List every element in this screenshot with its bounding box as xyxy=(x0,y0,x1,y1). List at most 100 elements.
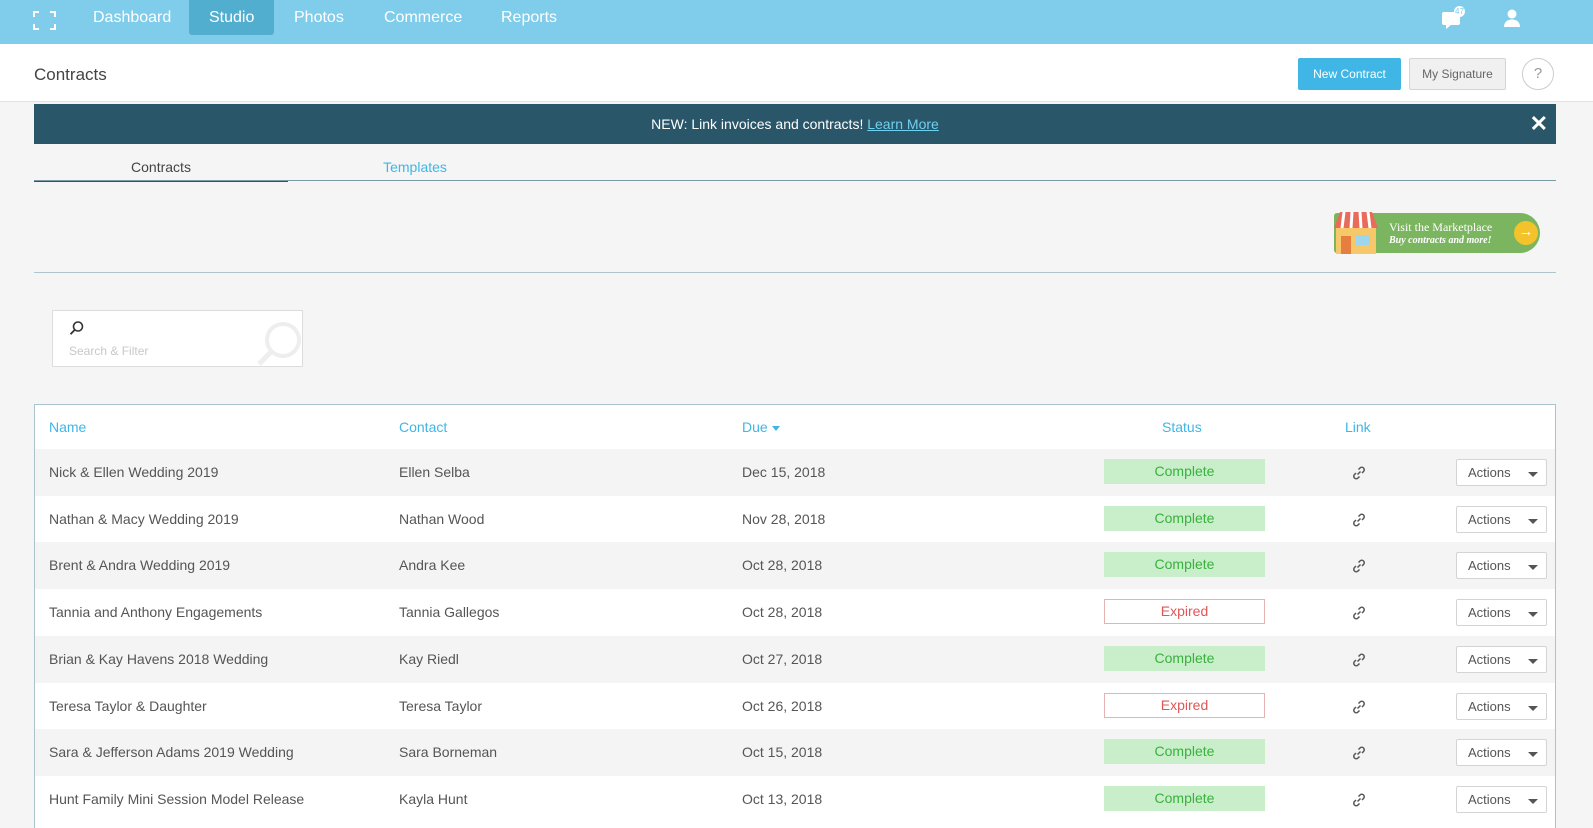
caret-down-icon xyxy=(1528,658,1538,664)
tab-contracts[interactable]: Contracts xyxy=(34,154,288,182)
due-date: Dec 15, 2018 xyxy=(742,464,826,480)
column-header-link[interactable]: Link xyxy=(1345,419,1371,435)
new-contract-button[interactable]: New Contract xyxy=(1298,58,1401,90)
contract-name[interactable]: Tannia and Anthony Engagements xyxy=(49,604,263,621)
top-navigation: Dashboard Studio Photos Commerce Reports… xyxy=(0,0,1593,44)
caret-down-icon xyxy=(1528,565,1538,571)
nav-reports[interactable]: Reports xyxy=(501,9,558,26)
section-divider xyxy=(34,272,1556,273)
status-badge: Complete xyxy=(1104,785,1265,811)
arrow-right-icon[interactable]: → xyxy=(1514,221,1538,245)
my-signature-button[interactable]: My Signature xyxy=(1409,58,1506,90)
caret-down-icon xyxy=(1528,518,1538,524)
caret-down-icon xyxy=(1528,472,1538,477)
tab-divider xyxy=(34,180,1556,181)
marketplace-subtitle: Buy contracts and more! xyxy=(1389,235,1492,246)
caret-down-icon xyxy=(1528,752,1538,758)
marketplace-title: Visit the Marketplace xyxy=(1389,220,1493,234)
user-icon[interactable] xyxy=(1502,8,1522,28)
contract-name[interactable]: Sara & Jefferson Adams 2019 Wedding xyxy=(49,744,294,761)
chat-count-badge: 47 xyxy=(1454,6,1465,17)
column-header-due[interactable]: Due xyxy=(742,419,781,435)
contact-name: Ellen Selba xyxy=(399,464,470,480)
marketplace-banner[interactable]: Visit the Marketplace Buy contracts and … xyxy=(1334,211,1540,254)
caret-down-icon xyxy=(1528,612,1538,618)
table-row: Brian & Kay Havens 2018 Wedding Kay Riedl… xyxy=(35,635,1555,683)
actions-dropdown[interactable]: Actions xyxy=(1456,459,1547,486)
learn-more-link[interactable]: Learn More xyxy=(867,116,939,132)
link-icon[interactable] xyxy=(1351,745,1367,761)
actions-label: Actions xyxy=(1468,745,1511,761)
page-header: Contracts New Contract My Signature ? xyxy=(0,44,1593,102)
status-badge: Expired xyxy=(1104,599,1265,625)
due-date: Oct 15, 2018 xyxy=(742,744,823,761)
chat-icon[interactable]: 47 xyxy=(1441,6,1469,32)
status-badge: Complete xyxy=(1104,459,1265,484)
actions-label: Actions xyxy=(1468,605,1511,621)
contract-name[interactable]: Brian & Kay Havens 2018 Wedding xyxy=(49,650,269,667)
nav-commerce[interactable]: Commerce xyxy=(384,9,463,26)
actions-dropdown[interactable]: Actions xyxy=(1456,645,1547,673)
contract-name[interactable]: Hunt Family Mini Session Model Release xyxy=(49,790,305,807)
help-button[interactable]: ? xyxy=(1522,58,1554,90)
contracts-table: Name Contact Due Status Link Nick & Elle… xyxy=(34,404,1556,828)
search-input[interactable] xyxy=(69,344,249,358)
contact-name: Sara Borneman xyxy=(399,744,498,761)
nav-photos[interactable]: Photos xyxy=(294,9,344,26)
actions-label: Actions xyxy=(1468,651,1511,667)
actions-dropdown[interactable]: Actions xyxy=(1456,785,1547,813)
search-watermark-icon xyxy=(257,322,301,366)
status-badge: Complete xyxy=(1104,552,1265,578)
sort-down-icon xyxy=(771,426,780,431)
table-header: Name Contact Due Status Link xyxy=(35,405,1555,449)
table-row: Brent & Andra Wedding 2019 Andra Kee Oct 2… xyxy=(35,542,1555,590)
column-header-contact[interactable]: Contact xyxy=(399,419,448,435)
contact-name: Nathan Wood xyxy=(399,510,485,527)
contract-name[interactable]: Nick & Ellen Wedding 2019 xyxy=(49,464,219,480)
search-filter-box[interactable] xyxy=(52,310,303,367)
actions-label: Actions xyxy=(1468,558,1511,574)
contact-name: Andra Kee xyxy=(399,557,466,574)
contact-name: Teresa Taylor xyxy=(399,697,483,714)
search-icon xyxy=(69,321,84,335)
announcement-banner: NEW: Link invoices and contracts! Learn … xyxy=(34,104,1556,144)
contact-name: Kay Riedl xyxy=(399,650,459,667)
status-badge: Complete xyxy=(1104,645,1265,671)
page-title: Contracts xyxy=(34,65,107,84)
link-icon[interactable] xyxy=(1351,699,1367,715)
column-header-name[interactable]: Name xyxy=(49,419,87,435)
status-badge: Expired xyxy=(1104,692,1265,718)
nav-dashboard[interactable]: Dashboard xyxy=(93,9,172,26)
actions-label: Actions xyxy=(1468,465,1511,480)
contract-name[interactable]: Nathan & Macy Wedding 2019 xyxy=(49,510,239,527)
caret-down-icon xyxy=(1528,705,1538,711)
due-date: Oct 27, 2018 xyxy=(742,650,823,667)
table-row: Tannia and Anthony Engagements Tannia Gal… xyxy=(35,589,1555,636)
actions-dropdown[interactable]: Actions xyxy=(1456,739,1547,767)
close-icon[interactable]: ✕ xyxy=(1529,111,1548,136)
fullscreen-logo-icon[interactable] xyxy=(33,11,56,30)
contact-name: Kayla Hunt xyxy=(399,790,468,807)
table-row: Nick & Ellen Wedding 2019 Ellen Selba Dec … xyxy=(35,449,1555,496)
tab-templates[interactable]: Templates xyxy=(383,159,447,175)
link-icon[interactable] xyxy=(1351,605,1367,621)
contract-name[interactable]: Brent & Andra Wedding 2019 xyxy=(49,557,231,574)
actions-dropdown[interactable]: Actions xyxy=(1456,552,1547,580)
due-date: Oct 26, 2018 xyxy=(742,697,823,714)
link-icon[interactable] xyxy=(1351,652,1367,668)
nav-studio[interactable]: Studio xyxy=(189,0,275,35)
column-header-status[interactable]: Status xyxy=(1162,419,1202,435)
actions-dropdown[interactable]: Actions xyxy=(1456,599,1547,627)
actions-dropdown[interactable]: Actions xyxy=(1456,692,1547,720)
actions-dropdown[interactable]: Actions xyxy=(1456,505,1547,533)
actions-label: Actions xyxy=(1468,511,1511,527)
link-icon[interactable] xyxy=(1351,558,1367,574)
table-row: Nathan & Macy Wedding 2019 Nathan Wood Nov… xyxy=(35,496,1555,543)
link-icon[interactable] xyxy=(1351,512,1367,528)
actions-label: Actions xyxy=(1468,791,1511,807)
due-date: Oct 13, 2018 xyxy=(742,790,823,807)
link-icon[interactable] xyxy=(1351,792,1367,808)
link-icon[interactable] xyxy=(1351,465,1367,481)
due-date: Oct 28, 2018 xyxy=(742,604,823,621)
contract-name[interactable]: Teresa Taylor & Daughter xyxy=(49,697,207,714)
